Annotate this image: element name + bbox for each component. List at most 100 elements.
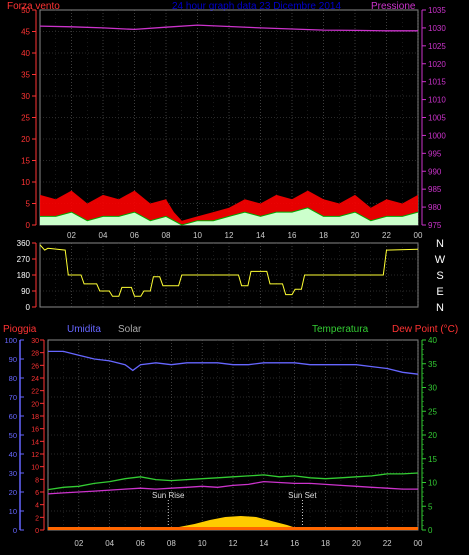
rain-tick-label: 26 (31, 363, 39, 370)
wind-tick-label: 25 (21, 114, 30, 123)
pressure-tick-label: 980 (428, 203, 442, 212)
x-tick-label: 02 (74, 539, 83, 548)
solar-axis-title: Solar (118, 324, 142, 335)
pressure-tick-label: 1000 (428, 131, 446, 140)
x-tick-label: 00 (414, 231, 423, 240)
rain-tick-label: 2 (35, 515, 39, 522)
temperature-tick-label: 35 (428, 360, 437, 369)
compass-label: S (436, 270, 443, 282)
wind-tick-label: 10 (21, 178, 30, 187)
temperature-tick-label: 30 (428, 384, 437, 393)
x-tick-label: 02 (67, 231, 76, 240)
wind-axis-title: Forza vento (7, 1, 60, 12)
x-tick-label: 00 (414, 539, 423, 548)
x-tick-label: 22 (383, 539, 392, 548)
temperature-tick-label: 0 (428, 526, 433, 535)
wind-tick-label: 50 (21, 6, 30, 15)
x-tick-label: 12 (225, 231, 234, 240)
temp-humidity-panel: 02 04 06 08 10 12 14 16 18 20 22 001009080706050403… (4, 336, 437, 548)
sun-rise-label: Sun Rise (152, 491, 185, 500)
compass-label: N (436, 302, 444, 314)
dewpoint-line (47, 480, 418, 495)
wind-tick-label: 5 (26, 200, 31, 209)
pressure-tick-label: 975 (428, 221, 442, 230)
humidity-tick-label: 0 (13, 526, 17, 535)
humidity-tick-label: 80 (9, 374, 17, 383)
wind-tick-label: 0 (26, 221, 31, 230)
rain-tick-label: 20 (31, 401, 39, 408)
solar-baseline (48, 527, 418, 530)
rain-tick-label: 14 (31, 439, 39, 446)
temperature-tick-label: 15 (428, 455, 437, 464)
rain-tick-label: 6 (35, 490, 39, 497)
dewpoint-axis-title: Dew Point (°C) (392, 324, 458, 335)
x-tick-label: 22 (382, 231, 391, 240)
wind-tick-label: 15 (21, 157, 30, 166)
wind-tick-label: 35 (21, 71, 30, 80)
x-tick-label: 06 (136, 539, 145, 548)
pressure-tick-label: 1020 (428, 60, 446, 69)
rain-tick-label: 28 (31, 351, 39, 358)
pressure-tick-label: 1030 (428, 24, 446, 33)
humidity-tick-label: 40 (9, 450, 17, 459)
humidity-tick-label: 30 (9, 469, 17, 478)
x-tick-label: 16 (290, 539, 299, 548)
x-tick-label: 18 (321, 539, 330, 548)
x-tick-label: 10 (198, 539, 207, 548)
rain-tick-label: 12 (31, 452, 39, 459)
x-tick-label: 04 (99, 231, 108, 240)
temperature-tick-label: 5 (428, 502, 433, 511)
pressure-tick-label: 1035 (428, 6, 446, 15)
rain-tick-label: 10 (31, 465, 39, 472)
wind-pressure-panel: 02 04 06 08 10 12 14 16 18 20 22 005045403530252015… (21, 6, 446, 240)
x-tick-label: 20 (351, 231, 360, 240)
pressure-tick-label: 995 (428, 149, 442, 158)
rain-tick-label: 18 (31, 414, 39, 421)
humidity-axis-title: Umidita (67, 324, 101, 335)
sun-set-label: Sun Set (288, 491, 317, 500)
x-tick-label: 08 (167, 539, 176, 548)
wind-tick-label: 40 (21, 49, 30, 58)
wind-direction-line (39, 244, 419, 297)
x-tick-label: 14 (259, 539, 268, 548)
pressure-tick-label: 985 (428, 185, 442, 194)
x-tick-label: 16 (288, 231, 297, 240)
direction-tick-label: 180 (17, 271, 31, 280)
x-tick-label: 08 (162, 231, 171, 240)
wind-tick-label: 30 (21, 92, 30, 101)
x-tick-label: 12 (229, 539, 238, 548)
pressure-axis-title: Pressione (371, 1, 416, 12)
temperature-tick-label: 25 (428, 407, 437, 416)
pressure-tick-label: 1010 (428, 96, 446, 105)
temperature-tick-label: 10 (428, 479, 437, 488)
compass-label: N (436, 238, 444, 250)
x-tick-label: 14 (256, 231, 265, 240)
compass-label: W (435, 254, 446, 266)
rain-tick-label: 22 (31, 389, 39, 396)
temperature-line (47, 472, 419, 491)
humidity-line (48, 350, 419, 375)
rain-tick-label: 30 (31, 338, 39, 345)
temperature-tick-label: 40 (428, 336, 437, 345)
humidity-tick-label: 20 (9, 488, 17, 497)
wind-tick-label: 20 (21, 135, 30, 144)
x-tick-label: 18 (319, 231, 328, 240)
humidity-tick-label: 90 (9, 355, 17, 364)
pressure-line (39, 24, 418, 32)
wind-average-line (40, 207, 419, 226)
direction-tick-label: 0 (26, 303, 31, 312)
humidity-tick-label: 50 (9, 431, 17, 440)
x-tick-label: 20 (352, 539, 361, 548)
x-tick-label: 10 (193, 231, 202, 240)
rain-axis-title: Pioggia (3, 324, 37, 335)
rain-tick-label: 0 (35, 528, 39, 535)
humidity-tick-label: 10 (9, 507, 17, 516)
humidity-tick-label: 100 (4, 336, 17, 345)
x-tick-label: 04 (105, 539, 114, 548)
compass-label: E (436, 286, 443, 298)
direction-tick-label: 270 (17, 255, 31, 264)
humidity-tick-label: 70 (9, 393, 17, 402)
